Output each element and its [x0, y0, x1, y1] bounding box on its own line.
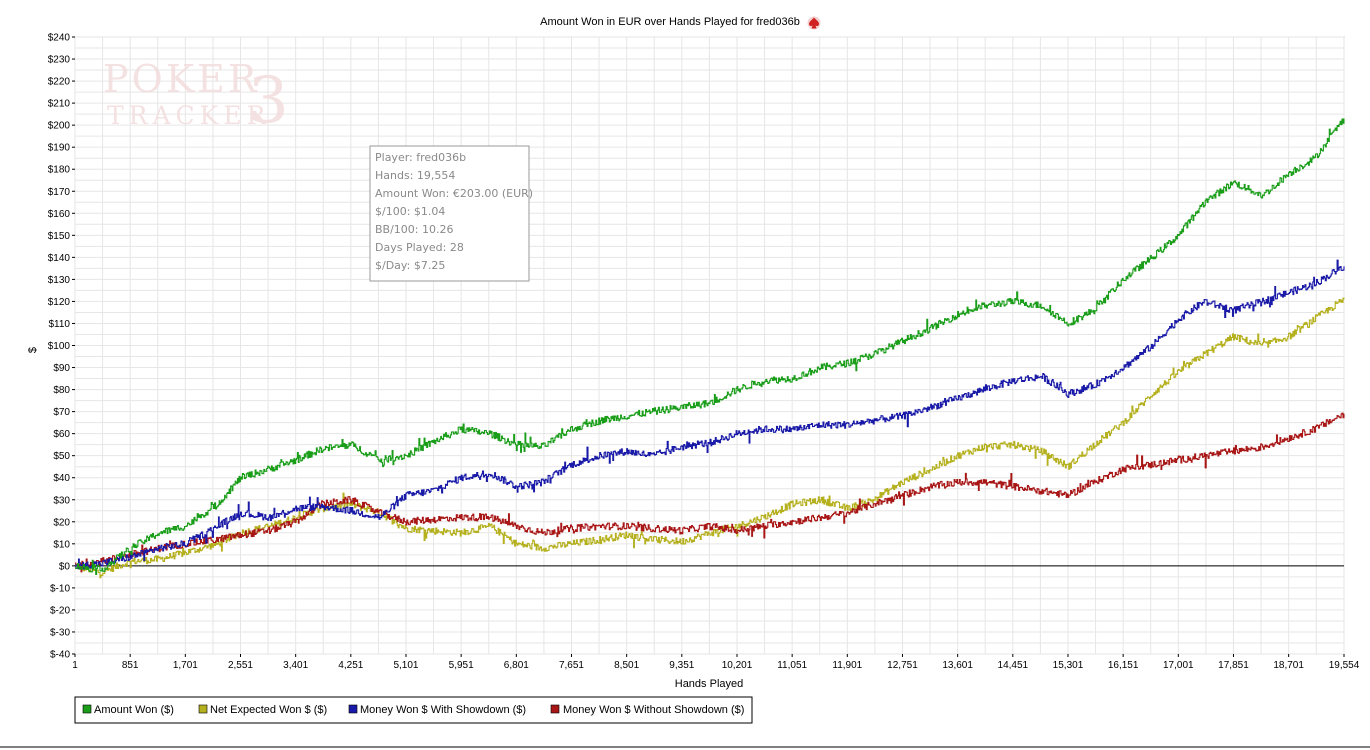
- y-tick-label: $50: [53, 451, 70, 462]
- y-tick-label: $180: [48, 165, 71, 176]
- x-tick-label: 6,801: [504, 660, 529, 671]
- y-tick-label: $220: [48, 77, 71, 88]
- series-line-net-expected-won: [75, 297, 1345, 579]
- legend-swatch-net-expected: [198, 704, 208, 714]
- legend-label-with-showdown: Money Won $ With Showdown ($): [360, 704, 526, 716]
- x-axis-title: Hands Played: [675, 678, 744, 690]
- x-tick-label: 5,101: [393, 660, 418, 671]
- x-tick-label: 13,601: [942, 660, 973, 671]
- x-tick-label: 8,501: [614, 660, 639, 671]
- y-tick-label: $160: [48, 209, 71, 220]
- x-tick-label: 4,251: [338, 660, 363, 671]
- y-tick-label: $170: [48, 187, 71, 198]
- y-tick-label: $240: [48, 33, 71, 44]
- watermark-line2: TRACKER: [107, 101, 270, 130]
- y-tick-label: $-10: [50, 583, 70, 594]
- y-tick-label: $230: [48, 55, 71, 66]
- info-hands: Hands: 19,554: [375, 169, 455, 182]
- x-tick-label: 9,351: [669, 660, 694, 671]
- pokertracker-watermark: POKER TRACKER 3: [103, 57, 289, 138]
- series-line-money-won-without-showdown: [75, 412, 1345, 573]
- x-tick-label: 18,701: [1273, 660, 1304, 671]
- y-tick-label: $-20: [50, 605, 70, 616]
- x-tick-label: 15,301: [1053, 660, 1084, 671]
- series-line-money-won-with-showdown: [75, 259, 1345, 570]
- spade-icon: [807, 16, 821, 30]
- watermark-line1: POKER: [103, 57, 259, 101]
- info-player: Player: fred036b: [375, 151, 466, 164]
- x-tick-label: 11,051: [777, 660, 807, 671]
- x-tick-label: 851: [122, 660, 139, 671]
- y-axis-ticks: $-40 $-30 $-20 $-10 $0 $10 $20 $30 $40 $50 $60 $70 $…: [48, 33, 75, 661]
- info-per100: $/100: $1.04: [375, 205, 445, 218]
- y-tick-label: $140: [48, 253, 71, 264]
- x-tick-label: 17,851: [1218, 660, 1249, 671]
- chart-title: Amount Won in EUR over Hands Played for …: [540, 16, 800, 28]
- x-tick-label: 19,554: [1329, 660, 1360, 671]
- x-tick-label: 10,201: [722, 660, 753, 671]
- y-tick-label: $90: [53, 363, 70, 374]
- y-tick-label: $150: [48, 231, 71, 242]
- x-tick-label: 12,751: [887, 660, 918, 671]
- legend-swatch-amount-won: [82, 704, 92, 714]
- legend-swatch-with-showdown: [348, 704, 358, 714]
- y-tick-label: $40: [53, 473, 70, 484]
- grid-lines: [74, 36, 1345, 655]
- y-tick-label: $10: [53, 539, 70, 550]
- x-tick-label: 11,901: [832, 660, 862, 671]
- x-tick-label: 16,151: [1108, 660, 1139, 671]
- watermark-numeral: 3: [248, 64, 289, 138]
- y-tick-label: $130: [48, 275, 71, 286]
- legend-label-net-expected: Net Expected Won $ ($): [210, 704, 327, 716]
- y-tick-label: $200: [48, 121, 71, 132]
- y-tick-label: $210: [48, 99, 71, 110]
- x-tick-label: 14,451: [998, 660, 1029, 671]
- info-bb100: BB/100: 10.26: [375, 223, 454, 236]
- series-lines: [75, 118, 1345, 579]
- x-tick-label: 7,651: [559, 660, 584, 671]
- legend-swatch-without-showdown: [550, 704, 560, 714]
- x-tick-label: 1: [72, 660, 78, 671]
- y-tick-label: $0: [59, 561, 71, 572]
- legend: Amount Won ($) Net Expected Won $ ($) Mo…: [74, 696, 753, 724]
- y-tick-label: $100: [48, 341, 71, 352]
- x-tick-label: 1,701: [173, 660, 198, 671]
- x-tick-label: 2,551: [228, 660, 253, 671]
- y-tick-label: $70: [53, 407, 70, 418]
- y-tick-label: $-30: [50, 627, 70, 638]
- y-tick-label: $120: [48, 297, 71, 308]
- stats-info-box: Player: fred036b Hands: 19,554 Amount Wo…: [369, 145, 533, 282]
- x-tick-label: 17,001: [1163, 660, 1194, 671]
- legend-label-amount-won: Amount Won ($): [94, 704, 174, 716]
- x-tick-label: 5,951: [449, 660, 474, 671]
- y-tick-label: $30: [53, 495, 70, 506]
- info-amount-won: Amount Won: €203.00 (EUR): [375, 187, 533, 200]
- y-tick-label: $80: [53, 385, 70, 396]
- x-tick-label: 3,401: [283, 660, 308, 671]
- y-tick-label: $190: [48, 143, 71, 154]
- y-axis-title: $: [27, 347, 39, 353]
- info-days-played: Days Played: 28: [375, 241, 464, 254]
- y-tick-label: $20: [53, 517, 70, 528]
- series-line-amount-won: [75, 118, 1345, 576]
- info-per-day: $/Day: $7.25: [375, 259, 445, 272]
- legend-label-without-showdown: Money Won $ Without Showdown ($): [563, 704, 744, 716]
- y-tick-label: $110: [48, 319, 70, 330]
- y-tick-label: $60: [53, 429, 70, 440]
- y-tick-label: $-40: [50, 650, 70, 661]
- x-axis-ticks: 1 851 1,701 2,551 3,401 4,251 5,101 5,951 6,801 7…: [72, 654, 1360, 671]
